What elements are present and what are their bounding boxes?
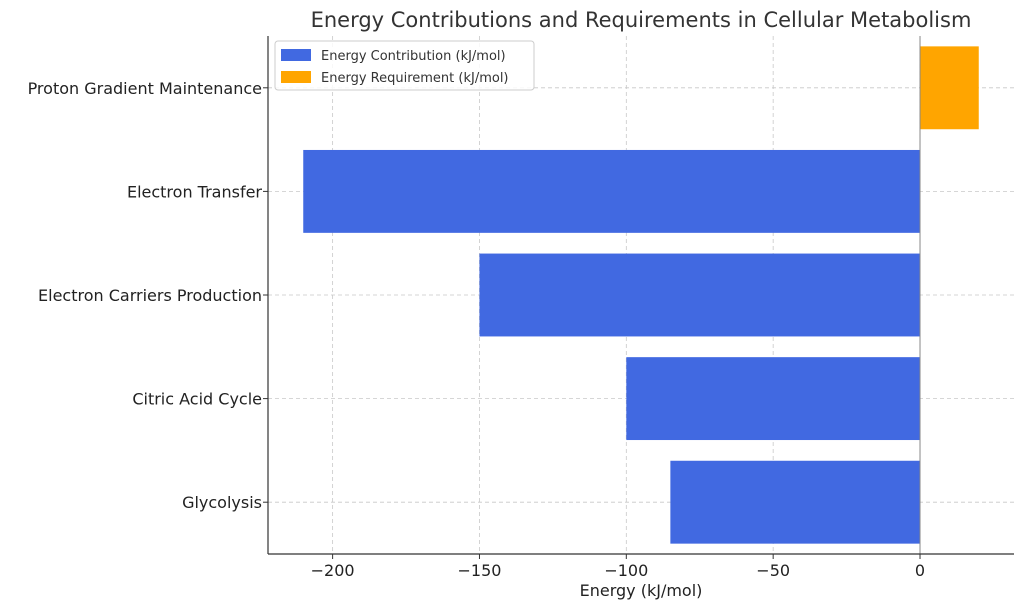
- x-tick-label: −200: [311, 561, 355, 580]
- legend-swatch-requirement: [281, 71, 311, 83]
- x-tick-label: −150: [457, 561, 501, 580]
- x-tick-label: 0: [915, 561, 925, 580]
- bars-layer: [303, 46, 979, 544]
- legend-label-requirement: Energy Requirement (kJ/mol): [321, 71, 509, 86]
- bar-energy-requirement: [920, 46, 979, 130]
- x-tick-label: −100: [604, 561, 648, 580]
- x-tick-label: −50: [756, 561, 790, 580]
- y-tick-label: Proton Gradient Maintenance: [28, 79, 262, 98]
- ticks-layer: −200 −150 −100 −50 0 Glycolysis Citric Acid Cy…: [28, 79, 926, 580]
- bar-energy-contribution: [670, 460, 921, 544]
- bar-energy-contribution: [303, 149, 921, 233]
- legend-frame: [274, 40, 535, 91]
- legend-label-contribution: Energy Contribution (kJ/mol): [321, 49, 506, 64]
- legend-swatch-contribution: [281, 49, 311, 61]
- bar-energy-contribution: [479, 253, 921, 337]
- y-tick-label: Electron Carriers Production: [38, 286, 262, 305]
- x-axis-label: Energy (kJ/mol): [580, 581, 703, 600]
- y-tick-label: Electron Transfer: [127, 182, 262, 201]
- legend: Energy Contribution (kJ/mol) Energy Requ…: [274, 40, 535, 91]
- chart-title: Energy Contributions and Requirements in…: [311, 8, 972, 32]
- y-tick-label: Citric Acid Cycle: [132, 390, 262, 409]
- bar-energy-contribution: [626, 357, 921, 441]
- y-tick-label: Glycolysis: [182, 493, 262, 512]
